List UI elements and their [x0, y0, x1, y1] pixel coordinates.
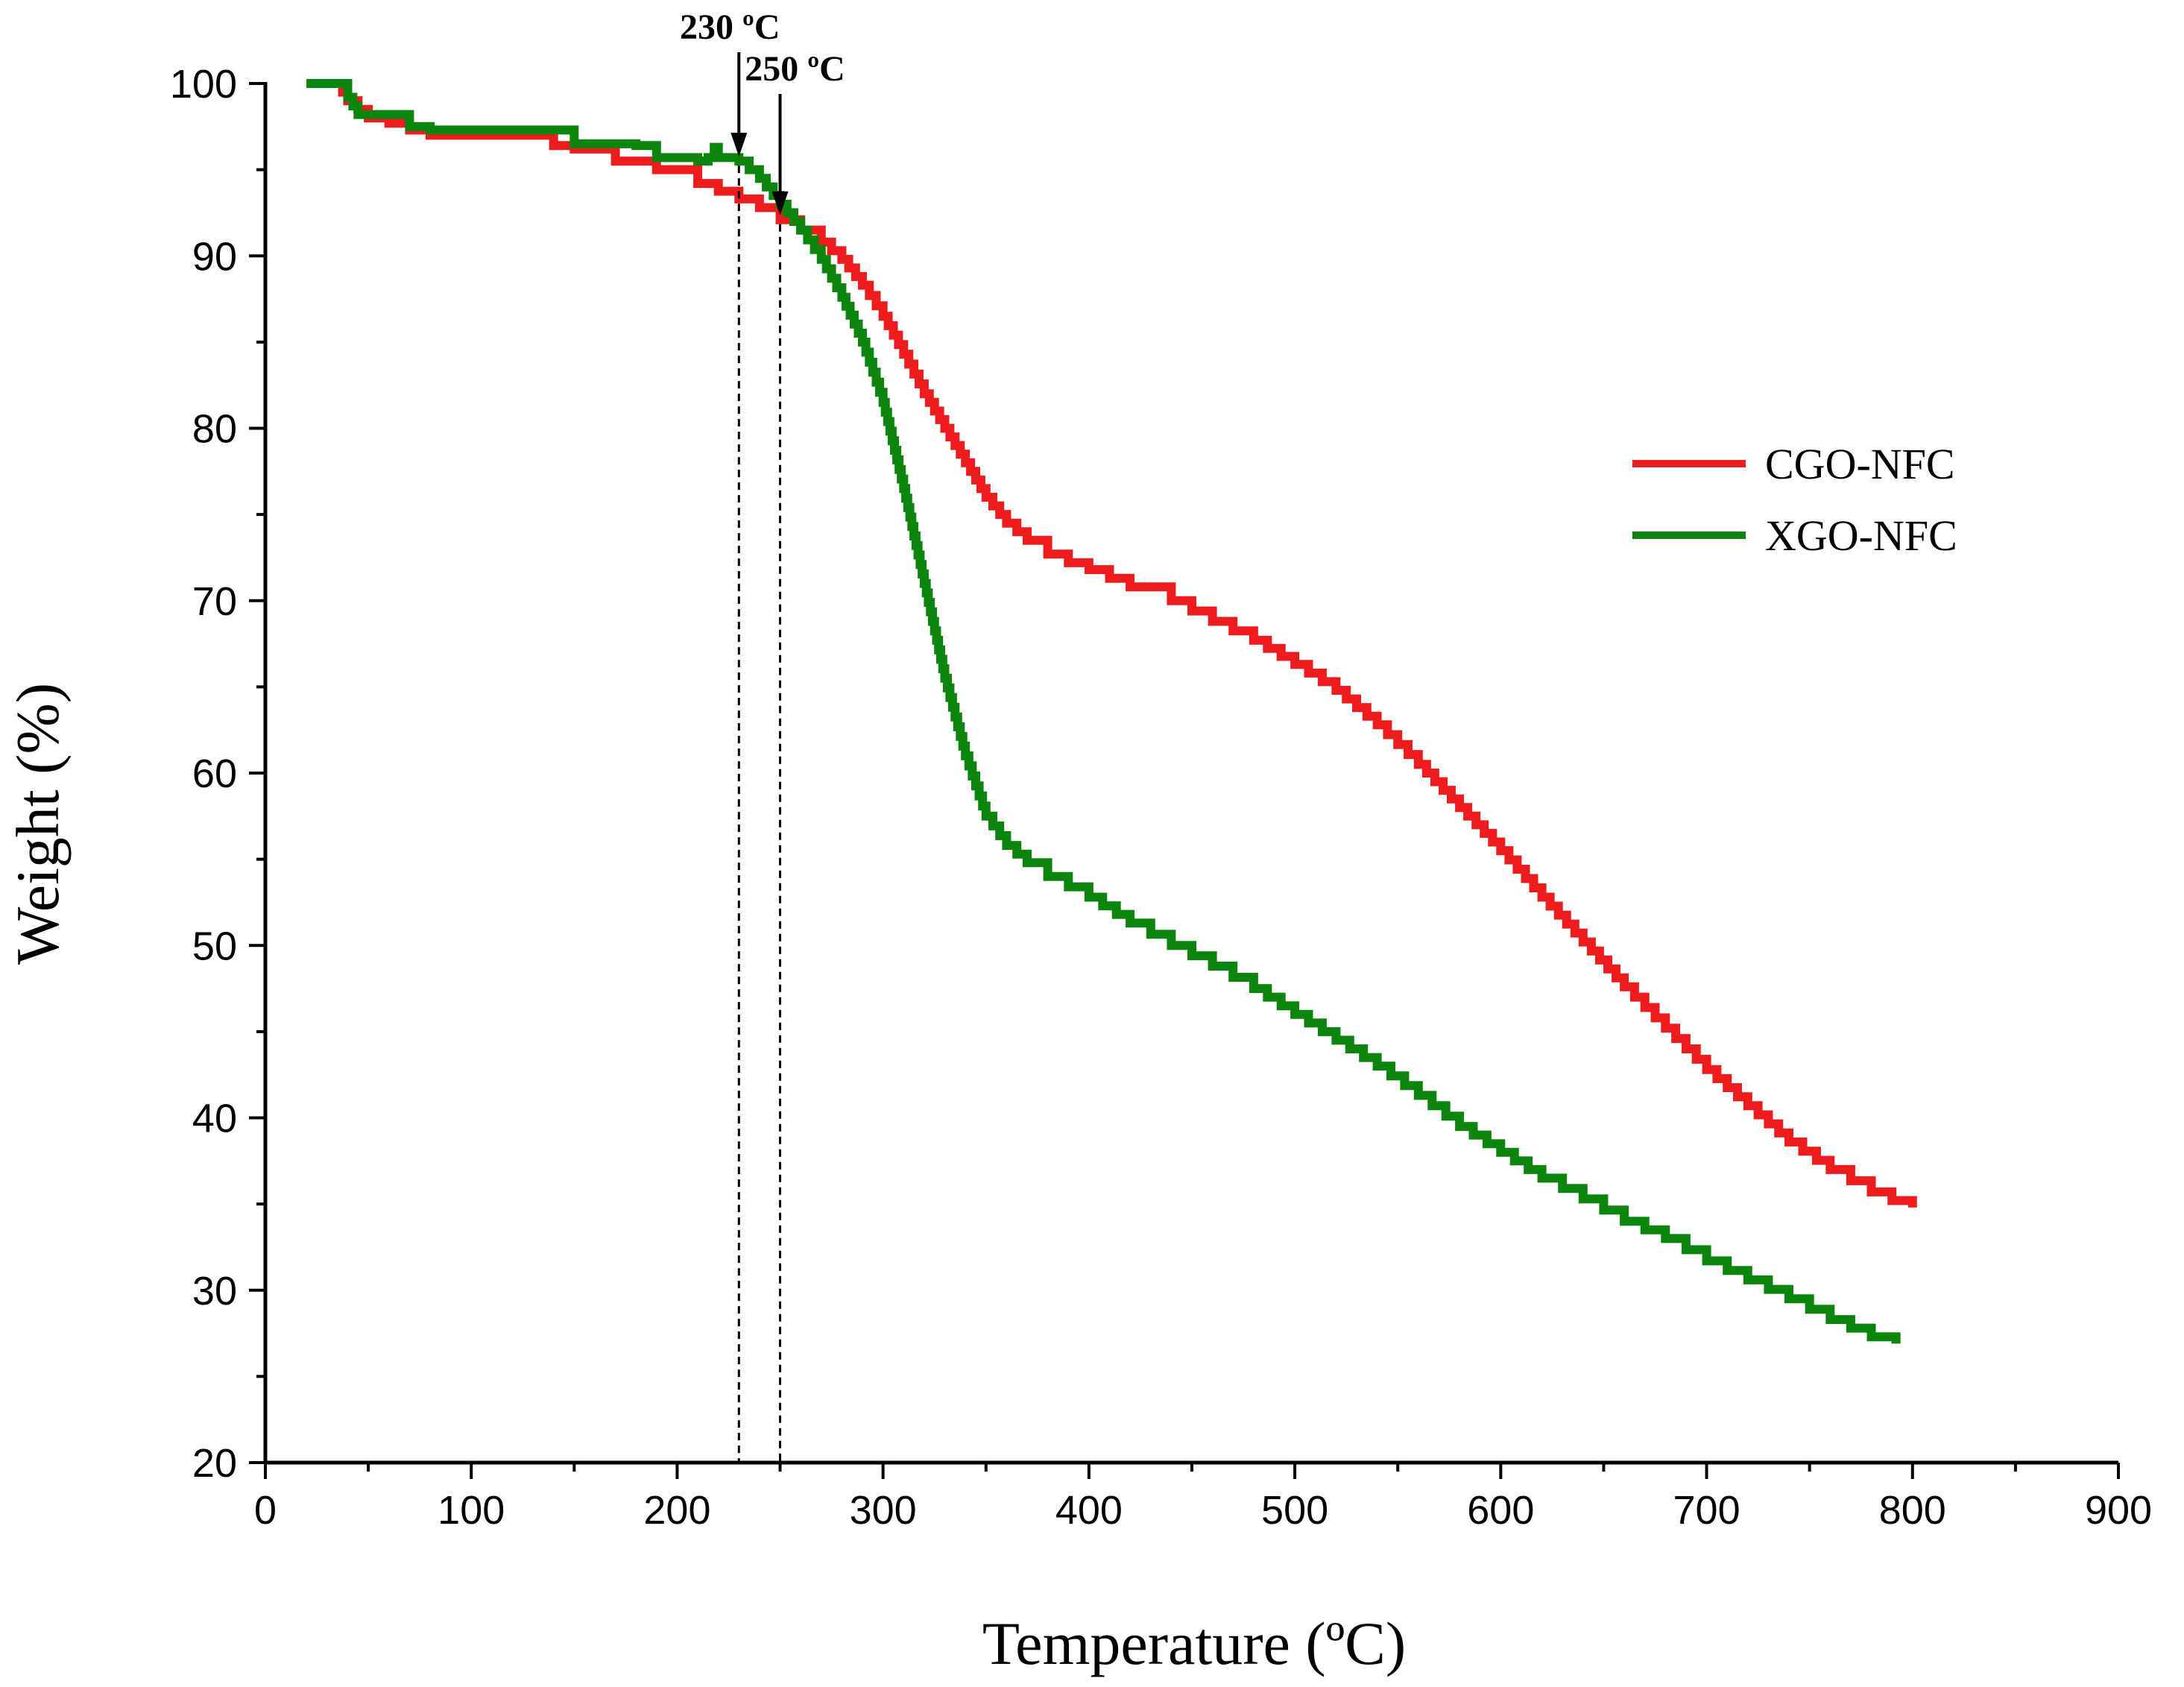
- x-axis-title: Temperature (ºC): [982, 1609, 1406, 1677]
- x-tick-label: 700: [1673, 1488, 1740, 1533]
- x-tick-label: 600: [1467, 1488, 1534, 1533]
- y-tick-label: 40: [192, 1097, 237, 1141]
- legend: CGO-NFC XGO-NFC: [1632, 440, 1957, 560]
- x-tick-label: 0: [254, 1488, 277, 1533]
- x-tick-label: 900: [2085, 1488, 2152, 1533]
- legend-label-cgo-nfc: CGO-NFC: [1765, 440, 1955, 488]
- y-tick-label: 20: [192, 1441, 237, 1486]
- x-tick-label: 300: [850, 1488, 917, 1533]
- y-tick-label: 70: [192, 579, 237, 624]
- annotation-arrowhead: [771, 191, 789, 215]
- y-tick-label: 90: [192, 234, 237, 279]
- x-tick-label: 400: [1055, 1488, 1123, 1533]
- y-tick-label: 30: [192, 1269, 237, 1314]
- series-line-xgo-nfc: [306, 79, 1901, 1344]
- annotation-label: 230 ºC: [680, 7, 780, 47]
- series-layer: [306, 79, 1917, 1344]
- y-axis-title: Weight (%): [4, 683, 72, 965]
- y-tick-label: 80: [192, 407, 237, 452]
- annotation-label: 250 ºC: [745, 49, 845, 89]
- x-tick-label: 200: [643, 1488, 710, 1533]
- y-tick-label: 50: [192, 924, 237, 968]
- legend-label-xgo-nfc: XGO-NFC: [1765, 511, 1957, 560]
- series-line-cgo-nfc: [306, 79, 1917, 1208]
- x-tick-label: 500: [1261, 1488, 1328, 1533]
- x-tick-label: 800: [1879, 1488, 1946, 1533]
- axes-layer: 0 100 200 300 400 500 600 700 800 900 20 30 40 50 60 70…: [170, 62, 2152, 1533]
- y-tick-label: 60: [192, 751, 237, 796]
- annotation-arrowhead: [730, 133, 748, 157]
- x-tick-label: 100: [438, 1488, 505, 1533]
- y-tick-label: 100: [170, 62, 237, 107]
